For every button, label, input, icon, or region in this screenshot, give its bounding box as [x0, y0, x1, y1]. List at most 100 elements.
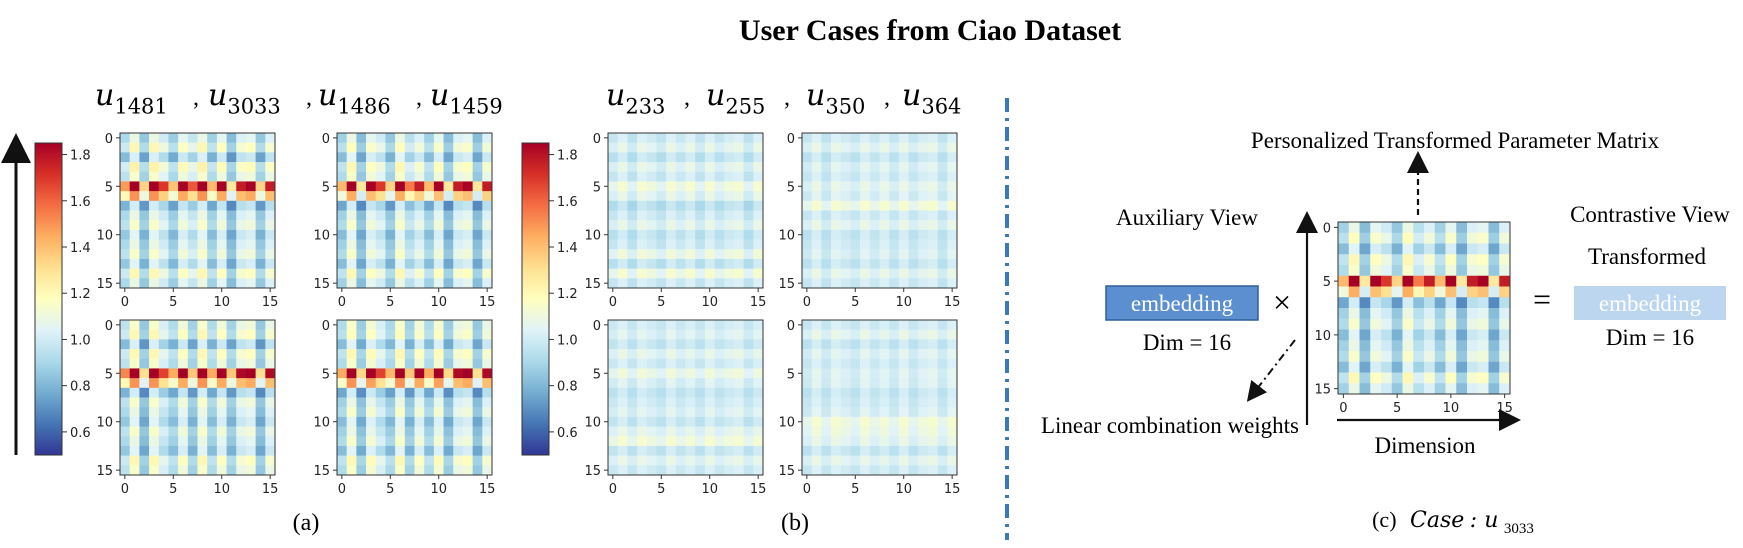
- heatmap-cell: [158, 378, 169, 389]
- heatmap-cell: [187, 455, 198, 466]
- svg-text:,: ,: [784, 85, 790, 111]
- heatmap-cell: [356, 152, 367, 163]
- heatmap-cell: [927, 268, 939, 279]
- heatmap-cell: [821, 249, 832, 260]
- heatmap-cell: [139, 436, 150, 447]
- heatmap-cell: [453, 455, 464, 466]
- heatmap-cell: [908, 426, 919, 437]
- heatmap-cell: [869, 368, 880, 379]
- heatmap-cell: [245, 181, 257, 192]
- user-label-u1486: u1486: [318, 78, 391, 118]
- heatmap-cell: [265, 142, 276, 153]
- heatmap-cell: [414, 358, 425, 369]
- heatmap-cell: [850, 339, 861, 350]
- heatmap-cell: [245, 258, 257, 270]
- heatmap-cell: [207, 397, 218, 408]
- heatmap-cell: [608, 445, 619, 457]
- heatmap-cell: [236, 200, 247, 211]
- heatmap-cell: [898, 210, 909, 221]
- heatmap-cell: [129, 220, 140, 231]
- heatmap-cell: [753, 436, 764, 447]
- heatmap-cell: [802, 229, 813, 240]
- heatmap-cell: [840, 416, 851, 427]
- heatmap-cell: [666, 339, 677, 350]
- heatmap-cell: [666, 258, 677, 270]
- heatmap-cell: [356, 329, 367, 340]
- heatmap-cell: [1434, 351, 1446, 363]
- heatmap-cell: [1359, 372, 1371, 384]
- heatmap-cell: [129, 171, 140, 182]
- heatmap-cell: [937, 320, 948, 331]
- heatmap-cell: [1499, 232, 1511, 244]
- heatmap-cell: [831, 378, 842, 389]
- heatmap-cell: [168, 349, 179, 360]
- heatmap-cell: [637, 329, 648, 340]
- heatmap-cell: [821, 142, 832, 153]
- heatmap-cell: [898, 349, 909, 360]
- heatmap-cell: [918, 220, 929, 231]
- heatmap-cell: [695, 407, 706, 418]
- heatmap-cell: [675, 278, 686, 289]
- heatmap-cell: [216, 349, 227, 360]
- x-tick-label: 5: [386, 295, 394, 310]
- heatmap-cell: [424, 349, 435, 360]
- heatmap-cell: [356, 181, 367, 192]
- heatmap-cell: [908, 349, 919, 360]
- heatmap-cell: [879, 229, 890, 240]
- heatmap-cell: [724, 133, 735, 144]
- heatmap-cell: [860, 455, 871, 466]
- heatmap-frame: [607, 132, 764, 289]
- heatmap-cell: [129, 181, 140, 192]
- heatmap-cell: [753, 171, 764, 182]
- heatmap-cell: [1359, 361, 1371, 373]
- heatmap-cell: [724, 278, 735, 289]
- heatmap-cell: [1359, 318, 1371, 330]
- heatmap-cell: [1424, 361, 1436, 373]
- heatmap-cell: [947, 368, 958, 379]
- heatmap-cell: [927, 397, 939, 408]
- heatmap-cell: [733, 445, 745, 457]
- heatmap-cell: [821, 397, 832, 408]
- heatmap-cell: [149, 133, 160, 144]
- x-tick-label: 0: [338, 295, 346, 310]
- heatmap-cell: [255, 171, 266, 182]
- heatmap-cell: [879, 278, 890, 289]
- heatmap-cell: [889, 133, 900, 144]
- heatmap-cell: [462, 239, 474, 250]
- heatmap-cell: [207, 387, 218, 398]
- heatmap-cell: [840, 378, 851, 389]
- heatmap-frame: [336, 319, 493, 476]
- heatmap-cell: [1391, 297, 1403, 309]
- heatmap-cell: [443, 436, 454, 447]
- heatmap-cell: [821, 200, 832, 211]
- heatmap-cell: [685, 368, 696, 379]
- heatmap-cell: [453, 426, 464, 437]
- heatmap-cell: [158, 268, 169, 279]
- heatmap-cell: [216, 426, 227, 437]
- heatmap-cell: [443, 268, 454, 279]
- heatmap-cell: [1413, 243, 1425, 255]
- heatmap-cell: [404, 320, 415, 331]
- heatmap-cell: [627, 465, 638, 476]
- heatmap-cell: [187, 249, 198, 260]
- heatmap-cell: [1338, 308, 1350, 320]
- heatmap-cell: [462, 200, 474, 211]
- heatmap-cell: [733, 268, 745, 279]
- heatmap-cell: [1434, 372, 1446, 384]
- heatmap-cell: [1467, 383, 1479, 395]
- heatmap-cell: [879, 329, 890, 340]
- heatmap-cell: [656, 239, 667, 250]
- heatmap-cell: [433, 162, 444, 173]
- heatmap-cell: [404, 368, 415, 379]
- heatmap-cell: [443, 171, 454, 182]
- heatmap-cell: [265, 407, 276, 418]
- heatmap-cell: [1488, 297, 1500, 309]
- heatmap-cell: [395, 397, 406, 408]
- heatmap-cell: [226, 329, 237, 340]
- heatmap-cell: [158, 349, 169, 360]
- heatmap-cell: [724, 426, 735, 437]
- heatmap-cell: [414, 349, 425, 360]
- y-tick-label: 15: [778, 277, 795, 292]
- heatmap-cell: [821, 465, 832, 476]
